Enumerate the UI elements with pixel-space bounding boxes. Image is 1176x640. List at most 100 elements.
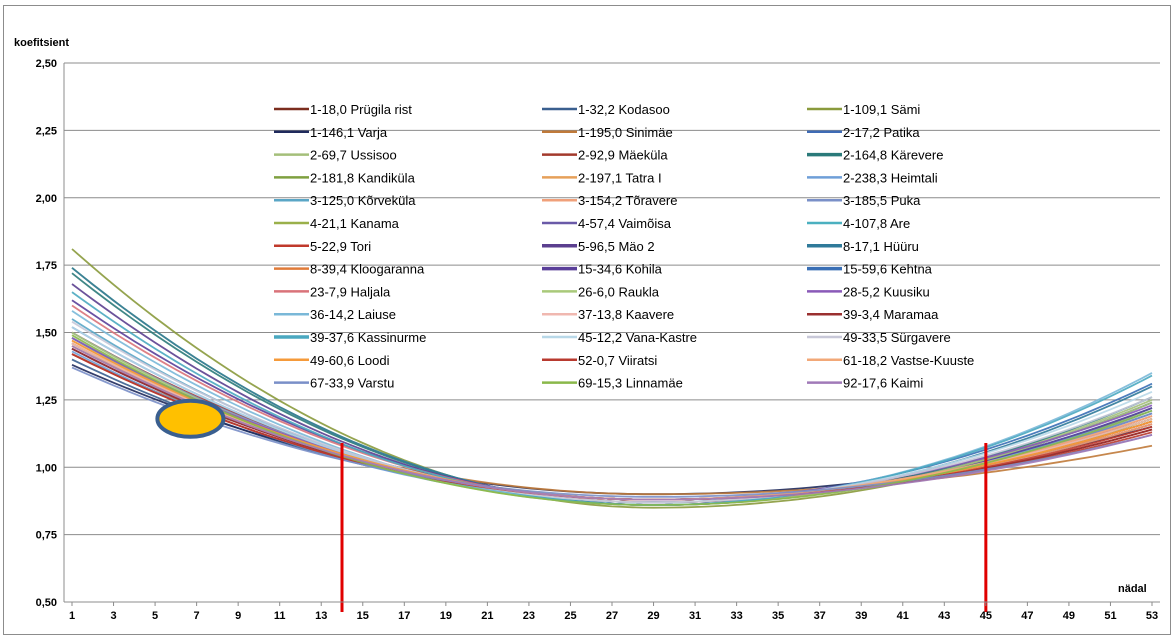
legend-label: 2-164,8 Kärevere (843, 148, 943, 163)
legend-entry: 2-92,9 Mäeküla (542, 148, 668, 163)
legend-label: 52-0,7 Viiratsi (578, 353, 657, 368)
highlight-ellipse-marker (155, 398, 226, 439)
legend-label: 8-17,1 Hüüru (843, 239, 919, 254)
legend-label: 1-146,1 Varja (310, 125, 388, 140)
legend-label: 2-238,3 Heimtali (843, 170, 938, 185)
legend-entry: 2-164,8 Kärevere (807, 148, 943, 163)
x-tick-label: 27 (606, 610, 618, 622)
legend-label: 2-92,9 Mäeküla (578, 148, 668, 163)
legend-label: 2-17,2 Patika (843, 125, 920, 140)
x-tick-label: 11 (274, 610, 286, 622)
legend-entry: 23-7,9 Haljala (274, 284, 391, 299)
x-axis-title: nädal (1118, 583, 1147, 595)
legend-label: 8-39,4 Kloogaranna (310, 262, 425, 277)
legend-entry: 15-34,6 Kohila (542, 262, 663, 277)
legend-entry: 2-69,7 Ussisoo (274, 148, 397, 163)
legend-label: 2-181,8 Kandiküla (310, 170, 416, 185)
legend-entry: 8-17,1 Hüüru (807, 239, 919, 254)
legend-entry: 1-146,1 Varja (274, 125, 388, 140)
legend-entry: 39-3,4 Maramaa (807, 307, 939, 322)
legend-entry: 28-5,2 Kuusiku (807, 284, 930, 299)
legend-entry: 2-181,8 Kandiküla (274, 170, 416, 185)
legend-entry: 26-6,0 Raukla (542, 284, 660, 299)
legend-label: 1-109,1 Sämi (843, 102, 920, 117)
y-tick-label: 0,75 (36, 530, 57, 542)
x-tick-label: 5 (152, 610, 158, 622)
x-tick-label: 45 (980, 610, 992, 622)
x-tick-label: 43 (938, 610, 950, 622)
legend-entry: 92-17,6 Kaimi (807, 376, 923, 391)
legend-entry: 1-18,0 Prügila rist (274, 102, 412, 117)
legend-entry: 1-32,2 Kodasoo (542, 102, 670, 117)
series-line (71, 345, 1153, 501)
legend-label: 3-185,5 Puka (843, 193, 921, 208)
legend-label: 15-34,6 Kohila (578, 262, 663, 277)
x-tick-label: 23 (523, 610, 535, 622)
y-axis-title: koefitsient (14, 37, 69, 49)
legend-label: 39-3,4 Maramaa (843, 307, 939, 322)
legend-entry: 3-125,0 Kõrveküla (274, 193, 416, 208)
x-tick-label: 49 (1063, 610, 1075, 622)
legend-label: 2-197,1 Tatra I (578, 170, 662, 185)
series-line (71, 366, 1153, 498)
y-tick-label: 2,00 (36, 193, 57, 205)
legend-label: 92-17,6 Kaimi (843, 376, 923, 391)
x-tick-label: 47 (1021, 610, 1033, 622)
chart-frame: 0,50 0,75 1,00 1,25 1,50 1,75 2,00 2,25 2,50 1 3 5 7… (3, 5, 1171, 635)
legend-label: 1-32,2 Kodasoo (578, 102, 670, 117)
legend-label: 61-18,2 Vastse-Kuuste (843, 353, 974, 368)
legend-label: 26-6,0 Raukla (578, 284, 660, 299)
x-tick-label: 37 (814, 610, 826, 622)
legend-label: 5-96,5 Mäo 2 (578, 239, 655, 254)
legend-entry: 5-96,5 Mäo 2 (542, 239, 655, 254)
legend-entry: 49-33,5 Sürgavere (807, 330, 951, 345)
legend-label: 67-33,9 Varstu (310, 376, 394, 391)
legend-entry: 4-107,8 Are (807, 216, 910, 231)
y-tick-label: 1,00 (36, 462, 57, 474)
legend-label: 69-15,3 Linnamäe (578, 376, 683, 391)
legend-entry: 52-0,7 Viiratsi (542, 353, 657, 368)
line-chart: 0,500,751,001,251,501,752,002,252,501 3 5 7… (14, 37, 1160, 622)
legend-label: 4-57,4 Vaimõisa (578, 216, 672, 231)
legend-entry: 1-195,0 Sinimäe (542, 125, 673, 140)
x-tick-label: 41 (897, 610, 909, 622)
x-tick-label: 29 (647, 610, 659, 622)
legend-entry: 4-21,1 Kanama (274, 216, 400, 231)
legend-entry: 39-37,6 Kassinurme (274, 330, 426, 345)
x-tick-label: 51 (1104, 610, 1116, 622)
legend-label: 3-154,2 Tõravere (578, 193, 678, 208)
series-line (71, 320, 1153, 504)
x-tick-label: 15 (357, 610, 369, 622)
x-tick-label: 33 (730, 610, 742, 622)
x-tick-label: 21 (481, 610, 493, 622)
legend-label: 45-12,2 Vana-Kastre (578, 330, 697, 345)
legend-label: 4-107,8 Are (843, 216, 910, 231)
x-tick-label: 25 (564, 610, 576, 622)
legend-entry: 5-22,9 Tori (274, 239, 371, 254)
legend-label: 2-69,7 Ussisoo (310, 148, 397, 163)
legend-entry: 3-185,5 Puka (807, 193, 921, 208)
legend-label: 5-22,9 Tori (310, 239, 371, 254)
legend-label: 37-13,8 Kaavere (578, 307, 674, 322)
legend-label: 23-7,9 Haljala (310, 284, 391, 299)
legend-entry: 3-154,2 Tõravere (542, 193, 678, 208)
y-tick-label: 2,50 (36, 58, 57, 70)
x-tick-label: 13 (315, 610, 327, 622)
legend-entry: 37-13,8 Kaavere (542, 307, 674, 322)
legend-entry: 61-18,2 Vastse-Kuuste (807, 353, 974, 368)
series-lines (71, 248, 1153, 509)
series-line (71, 334, 1153, 506)
legend-label: 4-21,1 Kanama (310, 216, 400, 231)
annotations (155, 398, 988, 612)
x-tick-label: 19 (440, 610, 452, 622)
x-tick-label: 3 (110, 610, 116, 622)
x-tick-label: 35 (772, 610, 784, 622)
series-line (71, 291, 1153, 506)
legend-entry: 69-15,3 Linnamäe (542, 376, 683, 391)
legend-label: 39-37,6 Kassinurme (310, 330, 426, 345)
legend-entry: 2-197,1 Tatra I (542, 170, 662, 185)
legend-label: 36-14,2 Laiuse (310, 307, 396, 322)
legend-label: 3-125,0 Kõrveküla (310, 193, 416, 208)
legend-label: 28-5,2 Kuusiku (843, 284, 930, 299)
y-tick-label: 1,50 (36, 328, 57, 340)
